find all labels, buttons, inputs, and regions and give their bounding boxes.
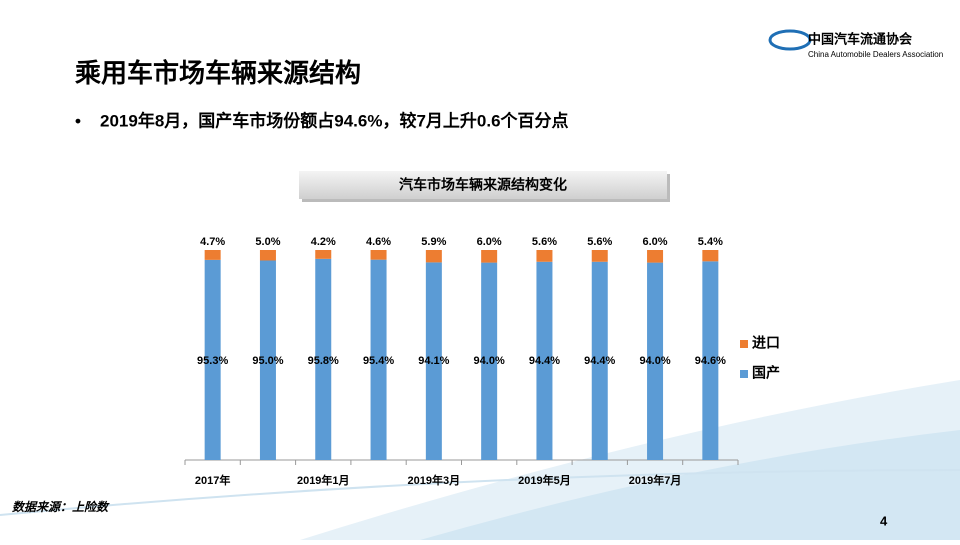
value-label: 5.9% <box>421 236 446 248</box>
bar-segment <box>647 262 664 460</box>
value-label: 5.6% <box>587 236 612 248</box>
value-label: 5.4% <box>698 236 723 248</box>
value-label: 94.6% <box>695 355 726 367</box>
legend-swatch <box>740 370 748 378</box>
bar-segment <box>370 259 387 460</box>
value-label: 94.1% <box>418 355 449 367</box>
value-label: 4.7% <box>200 236 225 248</box>
swoosh <box>420 430 960 540</box>
bar-segment <box>204 259 221 460</box>
chart-title-box <box>299 171 667 199</box>
logo-english: China Automobile Dealers Association <box>808 50 943 59</box>
value-label: 95.3% <box>197 355 228 367</box>
bullet-text: 2019年8月，国产车市场份额占94.6%，较7月上升0.6个百分点 <box>100 110 569 130</box>
x-tick-label: 2019年7月 <box>629 473 682 487</box>
legend-swatch <box>740 340 748 348</box>
bar-segment <box>481 250 498 263</box>
value-label: 95.4% <box>363 355 394 367</box>
bar-segment <box>536 250 553 262</box>
legend-label: 进口 <box>752 335 780 351</box>
bar-segment <box>536 261 553 460</box>
bar-segment <box>702 261 719 460</box>
value-label: 94.0% <box>639 355 670 367</box>
bullet-dot: • <box>75 111 81 130</box>
logo-name: 中国汽车流通协会 <box>808 31 913 46</box>
bar-segment <box>370 250 387 260</box>
x-tick-label: 2019年3月 <box>408 473 461 487</box>
value-label: 6.0% <box>477 236 502 248</box>
source: 数据来源：上险数 <box>12 500 110 514</box>
bar-segment <box>425 250 442 263</box>
slide-title: 乘用车市场车辆来源结构 <box>74 58 361 88</box>
bar-segment <box>425 262 442 460</box>
bar-segment <box>315 258 332 460</box>
bar-segment <box>481 262 498 460</box>
chart-title: 汽车市场车辆来源结构变化 <box>399 177 567 193</box>
bar-segment <box>702 250 719 262</box>
value-label: 94.4% <box>529 355 560 367</box>
value-label: 4.2% <box>311 236 336 248</box>
value-label: 95.8% <box>308 355 339 367</box>
value-label: 5.6% <box>532 236 557 248</box>
x-tick-label: 2019年5月 <box>518 473 571 487</box>
bar-segment <box>591 261 608 460</box>
value-label: 94.4% <box>584 355 615 367</box>
value-label: 5.0% <box>255 236 280 248</box>
logo-icon <box>768 29 812 51</box>
value-label: 6.0% <box>643 236 668 248</box>
bar-segment <box>647 250 664 263</box>
value-label: 4.6% <box>366 236 391 248</box>
legend-label: 国产 <box>752 365 780 381</box>
x-tick-label: 2017年 <box>195 473 230 487</box>
bar-segment <box>259 250 276 261</box>
x-tick-label: 2019年1月 <box>297 473 350 487</box>
swoosh-line <box>0 469 960 516</box>
bar-segment <box>259 260 276 460</box>
value-label: 94.0% <box>474 355 505 367</box>
value-label: 95.0% <box>252 355 283 367</box>
bar-segment <box>591 250 608 262</box>
page-number: 4 <box>880 513 888 528</box>
bar-segment <box>204 250 221 260</box>
bar-segment <box>315 250 332 259</box>
